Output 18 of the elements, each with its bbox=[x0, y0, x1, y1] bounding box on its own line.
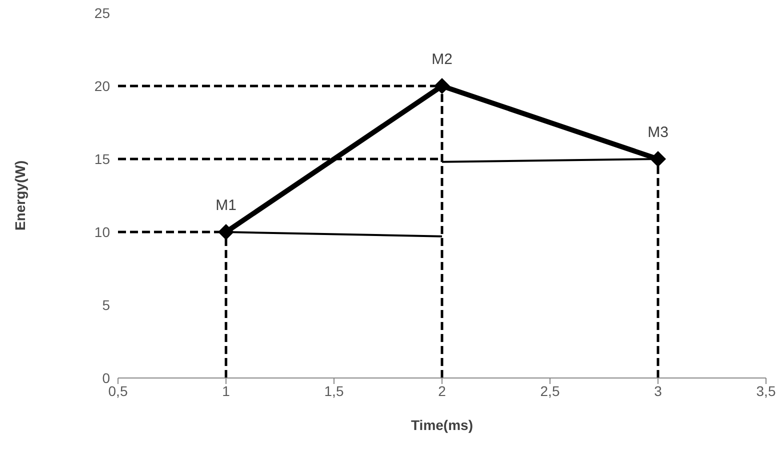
annotation: M1 bbox=[216, 197, 236, 214]
x-tick-label: 3,5 bbox=[756, 382, 776, 399]
x-axis-title: Time(ms) bbox=[411, 417, 473, 433]
x-tick-label: 2 bbox=[438, 382, 446, 399]
annotation: M3 bbox=[648, 124, 668, 141]
y-tick-label: 15 bbox=[94, 150, 110, 167]
y-tick-label: 25 bbox=[94, 4, 110, 21]
y-axis-title: Energy(W) bbox=[12, 160, 28, 230]
x-tick-label: 1 bbox=[222, 382, 230, 399]
x-tick-label: 1,5 bbox=[324, 382, 344, 399]
x-tick-label: 3 bbox=[654, 382, 662, 399]
x-tick-label: 2,5 bbox=[540, 382, 560, 399]
y-tick-label: 5 bbox=[102, 296, 110, 313]
y-tick-label: 10 bbox=[94, 224, 110, 240]
annotation: M2 bbox=[432, 51, 452, 68]
y-tick-label: 0 bbox=[102, 370, 110, 386]
x-tick-label: 0,5 bbox=[108, 382, 128, 399]
y-tick-label: 20 bbox=[94, 78, 110, 94]
